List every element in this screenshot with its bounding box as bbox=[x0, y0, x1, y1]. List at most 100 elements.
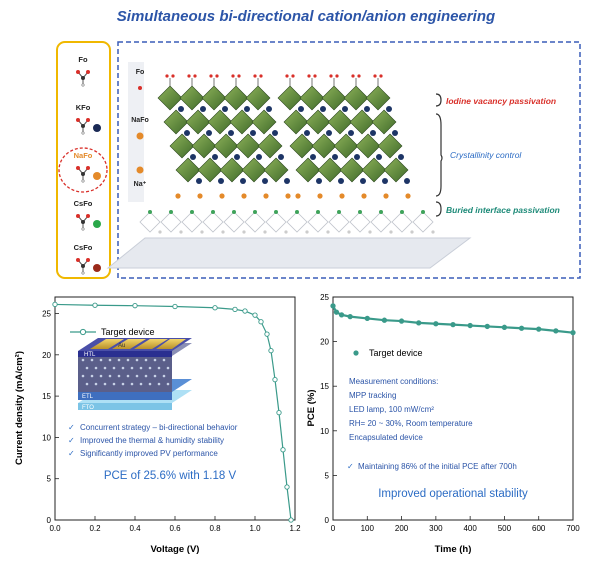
data-point bbox=[518, 325, 525, 331]
formate-oxygen bbox=[193, 74, 197, 78]
formate-oxygen bbox=[215, 74, 219, 78]
inset-atom bbox=[153, 374, 157, 378]
jv-check-3: Significantly improved PV performance bbox=[80, 449, 218, 458]
data-point bbox=[501, 324, 508, 330]
inset-atom bbox=[135, 374, 139, 378]
oxygen-atom bbox=[86, 118, 90, 122]
lattice-atom bbox=[295, 210, 299, 214]
x-tick-label: 0 bbox=[331, 524, 336, 533]
data-point bbox=[398, 318, 405, 324]
formate-oxygen bbox=[291, 74, 295, 78]
x-tick-label: 200 bbox=[395, 524, 409, 533]
oxygen-atom bbox=[76, 118, 80, 122]
inset-atom bbox=[108, 358, 112, 362]
formate-oxygen bbox=[335, 74, 339, 78]
octahedron bbox=[175, 157, 201, 183]
octahedron bbox=[361, 157, 387, 183]
a-site-cation bbox=[386, 106, 392, 112]
data-point bbox=[232, 306, 238, 313]
lattice-cell bbox=[223, 211, 245, 233]
a-site-cation bbox=[320, 106, 326, 112]
octahedron bbox=[343, 85, 369, 111]
data-point bbox=[288, 517, 294, 523]
cation-sphere bbox=[93, 172, 101, 180]
inset-label-etl: ETL bbox=[82, 394, 94, 400]
x-tick-label: 300 bbox=[429, 524, 443, 533]
stability-axes: 0 100 200 300 400 500 600 700 0 5 10 15 20 25 bbox=[320, 293, 580, 533]
a-site-cation bbox=[228, 130, 234, 136]
data-point bbox=[252, 312, 258, 318]
molecule-list: Fo KFo NaFo CsFo CsFo bbox=[74, 55, 101, 275]
cation-sphere bbox=[93, 264, 101, 272]
a-site-cation bbox=[354, 154, 360, 160]
inset-atom bbox=[94, 366, 98, 370]
a-site-cation bbox=[222, 106, 228, 112]
data-point bbox=[264, 331, 270, 337]
a-site-cation bbox=[360, 178, 366, 184]
inset-atom bbox=[117, 374, 121, 378]
inset-atom bbox=[162, 374, 166, 378]
molecule-label: CsFo bbox=[74, 199, 93, 208]
stability-legend-marker bbox=[353, 350, 359, 356]
lattice-atom bbox=[347, 230, 351, 234]
stability-xlabel: Time (h) bbox=[435, 544, 472, 555]
data-point bbox=[347, 313, 353, 320]
jv-xlabel: Voltage (V) bbox=[151, 544, 200, 555]
octahedron bbox=[235, 133, 261, 159]
lattice-atom bbox=[316, 210, 320, 214]
device-inset bbox=[78, 338, 192, 410]
octahedron bbox=[289, 133, 315, 159]
hydrogen-atom bbox=[81, 271, 85, 275]
y-tick-label: 20 bbox=[320, 338, 329, 347]
y-tick-label: 10 bbox=[320, 427, 329, 436]
stability-ylabel: PCE (%) bbox=[306, 390, 317, 427]
inset-atom bbox=[85, 366, 89, 370]
x-tick-label: 1.2 bbox=[289, 524, 301, 533]
octahedron bbox=[251, 109, 277, 135]
inset-atom bbox=[121, 382, 125, 386]
lattice-atom bbox=[179, 230, 183, 234]
sodium-ion bbox=[361, 193, 367, 199]
data-point bbox=[242, 308, 248, 314]
oxygen-atom bbox=[76, 258, 80, 262]
octahedron bbox=[333, 133, 359, 159]
carbon-atom bbox=[81, 172, 85, 176]
condition-line-2: MPP tracking bbox=[349, 391, 396, 400]
formate-oxygen bbox=[379, 74, 383, 78]
octahedron bbox=[169, 133, 195, 159]
sodium-ion bbox=[405, 193, 411, 199]
jv-legend-marker bbox=[79, 328, 87, 336]
octahedron bbox=[201, 85, 227, 111]
jv-ylabel: Current density (mA/cm²) bbox=[14, 351, 25, 465]
lattice-cell bbox=[160, 211, 182, 233]
annotation-crystallinity: Crystallinity control bbox=[450, 150, 522, 160]
side-label: NaFo bbox=[131, 117, 149, 124]
sodium-ion bbox=[197, 193, 203, 199]
oxygen-atom bbox=[86, 214, 90, 218]
inset-atom bbox=[108, 374, 112, 378]
lattice-cell bbox=[286, 211, 308, 233]
lattice-atom bbox=[389, 230, 393, 234]
octahedron bbox=[163, 109, 189, 135]
octahedron bbox=[317, 157, 343, 183]
formate-oxygen bbox=[187, 74, 191, 78]
inset-atom bbox=[121, 366, 125, 370]
inset-atom bbox=[103, 366, 107, 370]
inset-atom bbox=[103, 382, 107, 386]
formate-oxygen bbox=[259, 74, 263, 78]
inset-atom bbox=[130, 366, 134, 370]
a-site-cation bbox=[348, 130, 354, 136]
hydrogen-atom bbox=[81, 83, 85, 87]
a-site-cation bbox=[370, 130, 376, 136]
a-site-cation bbox=[332, 154, 338, 160]
a-site-cation bbox=[392, 130, 398, 136]
a-site-cation bbox=[398, 154, 404, 160]
lattice-atom bbox=[358, 210, 362, 214]
sodium-ion bbox=[295, 193, 301, 199]
octahedron bbox=[277, 85, 303, 111]
inset-atom bbox=[90, 374, 94, 378]
inset-label-fto: FTO bbox=[82, 405, 94, 411]
hydrogen-atom bbox=[81, 131, 85, 135]
octahedron bbox=[311, 133, 337, 159]
